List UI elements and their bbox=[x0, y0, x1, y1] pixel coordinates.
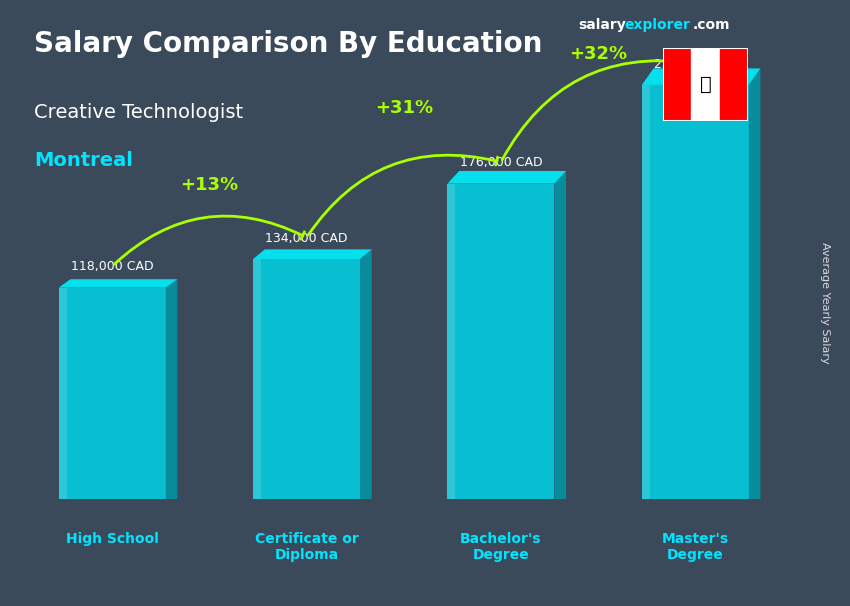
Polygon shape bbox=[59, 288, 66, 499]
Bar bbox=[663, 48, 691, 121]
Text: High School: High School bbox=[65, 531, 159, 545]
Polygon shape bbox=[59, 288, 166, 499]
Polygon shape bbox=[253, 259, 261, 499]
Polygon shape bbox=[253, 259, 360, 499]
Polygon shape bbox=[554, 171, 566, 499]
Text: Average Yearly Salary: Average Yearly Salary bbox=[819, 242, 830, 364]
Text: +31%: +31% bbox=[375, 99, 433, 118]
Text: Bachelor's
Degree: Bachelor's Degree bbox=[460, 531, 541, 562]
Polygon shape bbox=[253, 250, 371, 259]
Text: Montreal: Montreal bbox=[34, 152, 133, 170]
Polygon shape bbox=[447, 171, 566, 184]
Text: explorer: explorer bbox=[625, 18, 690, 32]
Text: 231,000 CAD: 231,000 CAD bbox=[654, 58, 737, 71]
Text: Salary Comparison By Education: Salary Comparison By Education bbox=[34, 30, 542, 58]
Text: Certificate or
Diploma: Certificate or Diploma bbox=[255, 531, 359, 562]
Polygon shape bbox=[642, 68, 761, 85]
Polygon shape bbox=[749, 68, 761, 499]
Text: salary: salary bbox=[578, 18, 626, 32]
Text: .com: .com bbox=[693, 18, 730, 32]
Text: 🍁: 🍁 bbox=[700, 75, 711, 95]
Polygon shape bbox=[166, 279, 178, 499]
Text: Creative Technologist: Creative Technologist bbox=[34, 103, 243, 122]
Polygon shape bbox=[447, 184, 554, 499]
Polygon shape bbox=[360, 250, 371, 499]
Bar bbox=[720, 48, 748, 121]
Bar bbox=[691, 48, 720, 121]
Text: Master's
Degree: Master's Degree bbox=[662, 531, 728, 562]
Polygon shape bbox=[642, 85, 649, 499]
Polygon shape bbox=[642, 85, 749, 499]
Text: +32%: +32% bbox=[569, 45, 627, 64]
Polygon shape bbox=[59, 279, 178, 288]
Text: 134,000 CAD: 134,000 CAD bbox=[265, 231, 348, 245]
Polygon shape bbox=[447, 184, 456, 499]
Text: 176,000 CAD: 176,000 CAD bbox=[460, 156, 542, 169]
Text: +13%: +13% bbox=[180, 176, 239, 195]
Text: 118,000 CAD: 118,000 CAD bbox=[71, 261, 154, 273]
